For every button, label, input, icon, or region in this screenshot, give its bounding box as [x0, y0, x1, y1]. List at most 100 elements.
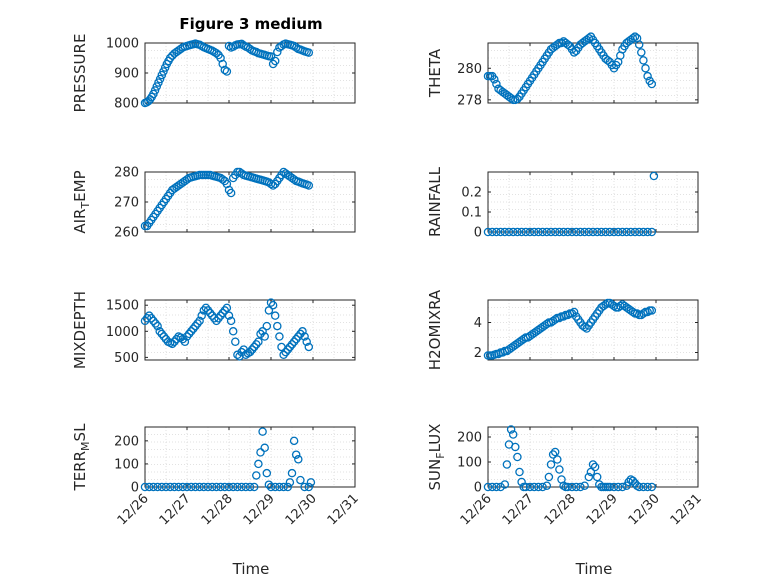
data-point [624, 477, 633, 487]
data-point [647, 306, 657, 315]
y-tick-label: 1000 [106, 325, 139, 340]
data-point [178, 334, 188, 344]
data-point [513, 227, 522, 237]
data-point [628, 34, 638, 43]
data-point [273, 321, 282, 331]
data-point [285, 342, 295, 352]
data-point [613, 482, 623, 492]
data-point [178, 482, 188, 492]
y-axis-label: PRESSURE [71, 34, 89, 113]
x-tick-label: 12/30 [283, 491, 320, 528]
data-point [151, 319, 160, 328]
data-point [287, 340, 297, 349]
x-tick-label: 12/26 [458, 491, 495, 528]
data-point [559, 227, 568, 237]
data-point [245, 347, 255, 357]
data-point [249, 482, 259, 492]
data-point [220, 65, 230, 75]
data-point [500, 227, 510, 237]
data-point [590, 462, 600, 472]
x-tick-label: 12/29 [241, 491, 278, 528]
data-point [216, 311, 225, 320]
data-point [224, 482, 234, 492]
y-tick-label: 800 [114, 97, 139, 112]
data-point [281, 347, 290, 357]
axes-box [144, 299, 356, 361]
data-point [147, 314, 156, 323]
data-point [266, 482, 276, 492]
x-tick-label: 12/30 [626, 491, 663, 528]
y-tick-label: 0.1 [461, 206, 482, 221]
data-point [189, 324, 198, 333]
x-tick-label: 12/26 [115, 491, 152, 528]
data-point [553, 455, 562, 464]
data-point [538, 482, 547, 492]
data-point [496, 482, 505, 492]
data-point [279, 482, 288, 492]
data-point [584, 472, 594, 482]
y-axis-label: AIRTEMP [71, 170, 92, 233]
data-point [517, 227, 526, 237]
data-point [161, 482, 171, 492]
data-point [500, 480, 510, 489]
data-point [567, 227, 577, 237]
data-point [511, 442, 520, 452]
data-point [220, 306, 230, 315]
x-tick-label: 12/28 [542, 491, 579, 528]
data-point [294, 332, 303, 341]
data-point [199, 482, 209, 492]
data-point [214, 314, 223, 323]
data-point [647, 79, 657, 89]
data-point [304, 48, 314, 57]
data-point [513, 452, 522, 462]
data-point [205, 308, 215, 318]
data-point [628, 476, 638, 485]
data-point [195, 316, 204, 326]
y-tick-label: 4 [474, 316, 482, 331]
data-point [144, 482, 154, 492]
data-point [237, 347, 246, 357]
data-point [647, 227, 657, 237]
data-point [605, 227, 615, 237]
data-point [634, 40, 644, 49]
data-point [270, 56, 280, 66]
data-point [534, 227, 543, 237]
data-point [506, 94, 516, 103]
data-point [140, 482, 150, 492]
data-point [252, 340, 261, 349]
data-point [517, 477, 526, 487]
y-tick-label: 0.2 [461, 186, 482, 201]
data-point [233, 350, 242, 360]
data-point [580, 481, 589, 490]
data-point [212, 482, 221, 492]
data-point [542, 481, 552, 490]
data-point [618, 482, 627, 492]
data-point [237, 482, 246, 492]
data-point [254, 337, 263, 346]
data-point [228, 482, 238, 492]
data-point [153, 321, 162, 331]
data-point [643, 71, 652, 81]
data-point [306, 478, 316, 487]
data-point [601, 227, 610, 237]
data-point [506, 425, 516, 434]
x-tick-label: 12/28 [199, 491, 236, 528]
data-point [502, 460, 512, 469]
y-tick-label: 500 [114, 351, 139, 366]
y-tick-label: 100 [457, 456, 482, 471]
data-point [571, 227, 581, 237]
data-point [212, 316, 221, 326]
data-point [609, 482, 619, 492]
data-point [555, 227, 564, 237]
data-point [605, 482, 615, 492]
data-point [260, 443, 269, 453]
data-point [157, 482, 167, 492]
data-point [266, 52, 276, 61]
data-point [144, 311, 154, 320]
data-point [613, 227, 623, 237]
data-point [592, 227, 602, 237]
data-point [249, 342, 259, 352]
data-point [569, 307, 579, 317]
data-point [222, 303, 232, 313]
